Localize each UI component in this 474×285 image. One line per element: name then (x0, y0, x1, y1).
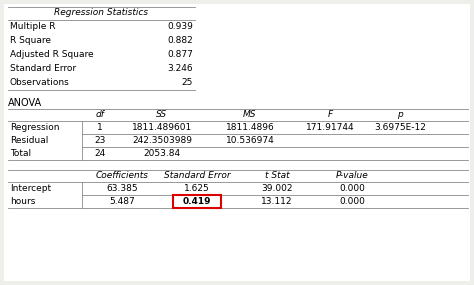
Text: 0.882: 0.882 (167, 36, 193, 45)
Text: Coefficients: Coefficients (95, 171, 148, 180)
Text: 25: 25 (182, 78, 193, 87)
Text: t Stat: t Stat (264, 171, 289, 180)
Text: 1811.489601: 1811.489601 (132, 123, 192, 132)
Text: Standard Error: Standard Error (164, 171, 230, 180)
Text: Multiple R: Multiple R (10, 22, 55, 31)
Bar (173, 195, 221, 208)
Text: Regression Statistics: Regression Statistics (55, 8, 148, 17)
Text: SS: SS (156, 110, 168, 119)
Text: MS: MS (243, 110, 257, 119)
Text: 242.3503989: 242.3503989 (132, 136, 192, 145)
Text: 1: 1 (97, 123, 103, 132)
Text: hours: hours (10, 197, 36, 206)
Text: 1811.4896: 1811.4896 (226, 123, 274, 132)
Text: 0.000: 0.000 (339, 184, 365, 193)
Text: Observations: Observations (10, 78, 70, 87)
Text: 3.6975E-12: 3.6975E-12 (374, 123, 426, 132)
Text: F: F (328, 110, 333, 119)
Text: 39.002: 39.002 (261, 184, 293, 193)
Text: 0.939: 0.939 (167, 22, 193, 31)
Text: 10.536974: 10.536974 (226, 136, 274, 145)
Text: 23: 23 (94, 136, 106, 145)
Text: 13.112: 13.112 (261, 197, 293, 206)
Text: df: df (96, 110, 104, 119)
Text: P-value: P-value (336, 171, 368, 180)
Text: ANOVA: ANOVA (8, 98, 42, 108)
Text: p: p (397, 110, 403, 119)
Text: 0.877: 0.877 (167, 50, 193, 59)
Text: 171.91744: 171.91744 (306, 123, 354, 132)
Text: 2053.84: 2053.84 (144, 149, 181, 158)
Text: 24: 24 (94, 149, 106, 158)
Text: Residual: Residual (10, 136, 48, 145)
Text: 63.385: 63.385 (106, 184, 138, 193)
Text: 0.419: 0.419 (183, 197, 211, 206)
Text: 3.246: 3.246 (167, 64, 193, 73)
Text: Standard Error: Standard Error (10, 64, 76, 73)
Text: Adjusted R Square: Adjusted R Square (10, 50, 94, 59)
Text: 0.000: 0.000 (339, 197, 365, 206)
Text: Intercept: Intercept (10, 184, 51, 193)
Text: 5.487: 5.487 (109, 197, 135, 206)
Text: 1.625: 1.625 (184, 184, 210, 193)
Text: Regression: Regression (10, 123, 60, 132)
Text: R Square: R Square (10, 36, 51, 45)
Text: Total: Total (10, 149, 31, 158)
